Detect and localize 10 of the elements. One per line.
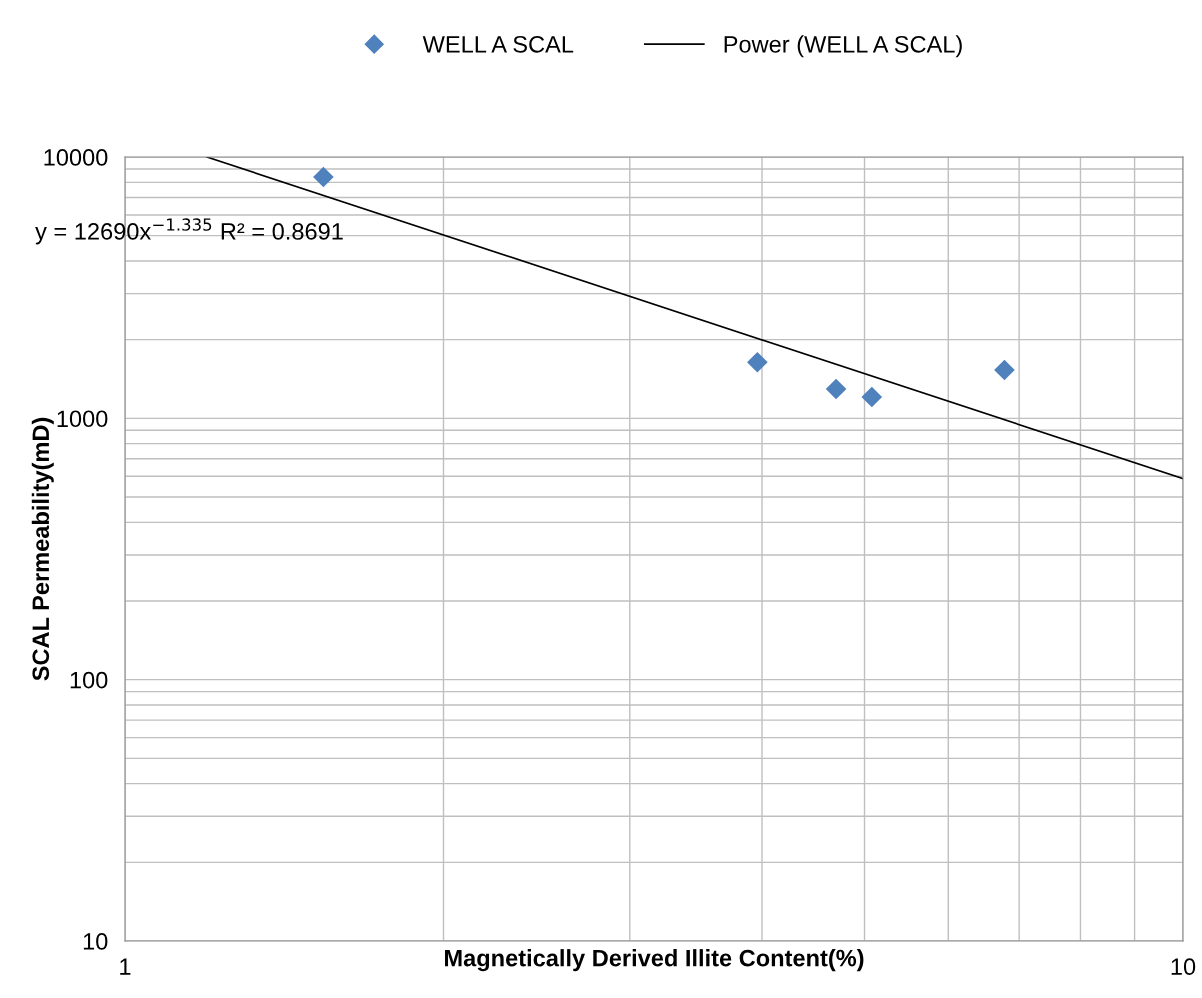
y-axis-title: SCAL Permeability(mD) <box>31 417 54 681</box>
x-tick-label: 1 <box>120 958 131 975</box>
annotation: y = 12690x$^{−1.335}$ R² = 0.8691 <box>35 218 343 245</box>
legend-label: WELL A SCAL <box>422 35 574 53</box>
x-axis-title: Magnetically Derived Illite Content(%) <box>445 949 864 972</box>
y-tick-label: 1000 <box>57 410 108 428</box>
y-tick-label: 10 <box>83 933 108 950</box>
legend-label: Power (WELL A SCAL) <box>724 35 962 58</box>
y-tick-label: 10000 <box>44 149 108 166</box>
y-tick-label: 100 <box>70 671 108 689</box>
